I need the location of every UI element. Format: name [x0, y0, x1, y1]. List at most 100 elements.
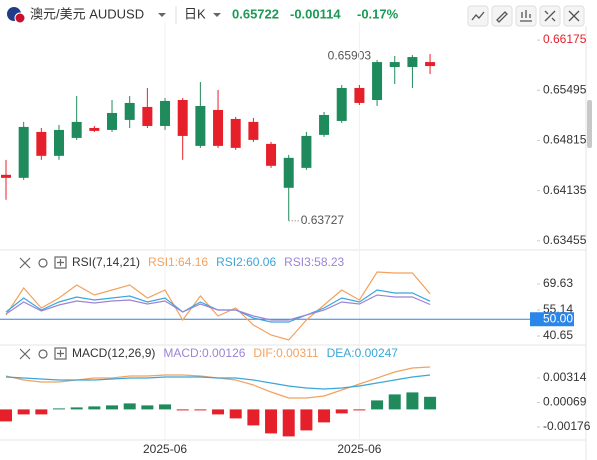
candle-body — [425, 62, 436, 67]
tool-icon — [568, 10, 580, 22]
candle-body — [195, 105, 206, 146]
candle-body — [266, 143, 277, 166]
histogram-bar — [106, 405, 119, 410]
tool-icon — [520, 10, 532, 22]
histogram-bar — [300, 409, 313, 431]
symbol[interactable]: 澳元/美元 AUDUSD — [30, 6, 144, 21]
x-tick-label: 2025-06 — [143, 442, 187, 456]
candle-body — [18, 126, 29, 178]
legend-entry: RSI1:64.16 — [148, 255, 208, 269]
histogram-bar — [353, 409, 366, 411]
y-tick-label: 0.00069 — [543, 395, 587, 409]
histogram-bar — [194, 409, 207, 411]
candle-body — [372, 62, 383, 100]
histogram-bar — [0, 409, 12, 422]
x-tick-label: 2025-06 — [337, 442, 381, 456]
candle-body — [160, 100, 171, 126]
candle-body — [248, 121, 259, 140]
candle-body — [407, 57, 418, 68]
scrollbar[interactable] — [587, 100, 592, 148]
tool-icon — [471, 11, 485, 21]
add-icon — [57, 350, 64, 357]
candle-body — [213, 109, 224, 146]
histogram-bar — [388, 394, 401, 410]
histogram-bar — [70, 407, 83, 410]
histogram-bar — [159, 404, 172, 410]
candle-body — [389, 62, 400, 68]
reference-label-box — [530, 312, 574, 327]
candle-body — [354, 87, 365, 103]
candle-body — [283, 157, 294, 188]
legend-entry: MACD:0.00126 — [163, 346, 245, 360]
histogram-bar — [88, 406, 101, 410]
candle-body — [336, 87, 347, 121]
candle-body — [54, 129, 65, 156]
flag-icon — [14, 12, 26, 24]
tool-button[interactable] — [491, 5, 513, 27]
indicator-title: RSI(7,14,21) — [72, 255, 140, 269]
indicator-line — [5, 294, 431, 321]
candle-body — [142, 106, 153, 126]
settings-icon[interactable] — [38, 258, 48, 268]
legend-entry: RSI3:58.23 — [284, 255, 344, 269]
toolbar: 澳元/美元 AUDUSD 日K 0.65722 -0.00114 -0.17% — [7, 5, 585, 27]
tool-icon — [496, 11, 508, 23]
dropdown-arrow[interactable] — [213, 13, 221, 17]
histogram-bar — [318, 409, 331, 423]
add-icon[interactable] — [54, 347, 67, 360]
y-tick-label: 40.65 — [543, 328, 573, 342]
legend-entry: DIF:0.00311 — [253, 346, 318, 360]
candle-body — [71, 121, 82, 138]
histogram-bar — [53, 408, 66, 410]
histogram-bar — [265, 409, 278, 434]
price: 0.65722 — [232, 6, 279, 21]
change: -0.00114 — [290, 6, 341, 21]
candle-body — [107, 112, 118, 130]
dropdown-arrow[interactable] — [158, 13, 166, 17]
histogram-bar — [123, 403, 136, 410]
histogram-bar — [229, 409, 242, 419]
y-tick-label: 0.63455 — [543, 233, 587, 247]
hide-icon[interactable] — [19, 257, 31, 269]
reference-label: 50.00 — [543, 311, 573, 325]
histogram-bar — [406, 392, 419, 410]
tool-button[interactable] — [467, 5, 489, 27]
hide-icon[interactable] — [19, 348, 31, 360]
histogram-bar — [176, 409, 189, 411]
histogram-bar — [282, 409, 295, 437]
tool-icon — [544, 10, 556, 22]
y-tick-label: 0.64135 — [543, 183, 587, 197]
candle-body — [89, 127, 100, 131]
low-label: 0.63727 — [301, 213, 345, 227]
indicator-title: MACD(12,26,9) — [72, 346, 155, 360]
period[interactable]: 日K — [184, 6, 206, 21]
histogram-bar — [35, 409, 48, 415]
y-tick-label: -0.00176 — [543, 419, 591, 433]
change-pct: -0.17% — [357, 6, 399, 21]
candle-body — [319, 114, 330, 135]
candle-body — [301, 135, 312, 168]
candle-body — [124, 102, 135, 120]
histogram-bar — [424, 396, 437, 410]
histogram-bar — [212, 409, 225, 415]
candle-body — [1, 174, 11, 178]
indicator-line — [5, 366, 431, 399]
add-icon — [57, 259, 64, 266]
legend-entry: RSI2:60.06 — [216, 255, 276, 269]
histogram-bar — [17, 409, 30, 415]
y-tick-label: 0.00314 — [543, 370, 587, 384]
indicator-line — [5, 374, 431, 390]
candle-body — [36, 131, 47, 156]
histogram-bar — [335, 409, 348, 414]
histogram-bar — [247, 409, 260, 426]
y-tick-label: 69.63 — [543, 276, 573, 290]
settings-icon[interactable] — [38, 349, 48, 359]
candle-body — [230, 118, 241, 148]
y-tick-label: 0.65495 — [543, 82, 587, 96]
add-icon[interactable] — [54, 256, 67, 269]
histogram-bar — [141, 405, 154, 410]
indicator-line — [5, 289, 431, 323]
y-tick-label: 0.64815 — [543, 133, 587, 147]
candle-body — [177, 99, 188, 136]
